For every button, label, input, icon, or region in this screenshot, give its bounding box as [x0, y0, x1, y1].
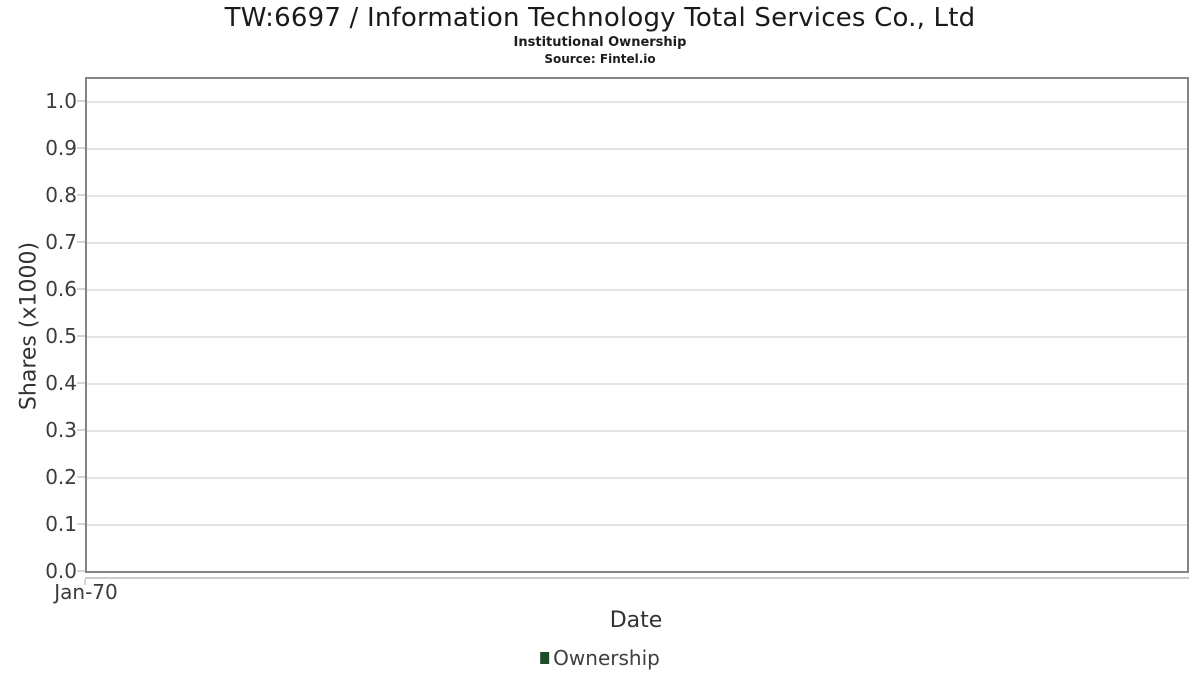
x-axis-tick-label: Jan-70 [54, 580, 118, 604]
y-tick-mark [77, 194, 85, 196]
chart-source: Source: Fintel.io [544, 52, 656, 66]
y-tick-mark [77, 100, 85, 102]
y-tick-mark [77, 476, 85, 478]
gridline [87, 148, 1187, 150]
y-tick-mark [77, 429, 85, 431]
gridline [87, 289, 1187, 291]
y-axis-tick-label: 0.0 [45, 559, 77, 583]
y-tick-mark [77, 570, 85, 572]
gridline [87, 101, 1187, 103]
x-axis-line [85, 577, 1189, 579]
gridline [87, 477, 1187, 479]
y-axis-tick-label: 0.7 [45, 230, 77, 254]
y-tick-mark [77, 523, 85, 525]
gridline [87, 383, 1187, 385]
legend-marker-icon [540, 652, 550, 664]
y-tick-mark [77, 288, 85, 290]
gridline [87, 336, 1187, 338]
legend-label: Ownership [553, 646, 660, 670]
y-axis-tick-label: 0.9 [45, 136, 77, 160]
y-tick-mark [77, 382, 85, 384]
y-tick-mark [77, 335, 85, 337]
y-tick-mark [77, 147, 85, 149]
y-axis-tick-label: 0.8 [45, 183, 77, 207]
y-axis-title: Shares (x1000) [16, 241, 42, 411]
plot-area [85, 77, 1189, 573]
gridline [87, 524, 1187, 526]
x-axis-title: Date [609, 608, 663, 633]
chart-subtitle: Institutional Ownership [513, 35, 687, 50]
gridline [87, 430, 1187, 432]
y-axis-tick-label: 0.4 [45, 371, 77, 395]
y-tick-mark [77, 241, 85, 243]
y-axis-tick-label: 0.5 [45, 324, 77, 348]
legend-item-ownership[interactable]: Ownership [540, 646, 660, 670]
y-axis-tick-label: 0.3 [45, 418, 77, 442]
gridline [87, 195, 1187, 197]
y-axis-tick-label: 0.2 [45, 465, 77, 489]
x-tick-mark [84, 579, 86, 585]
y-axis-tick-label: 1.0 [45, 89, 77, 113]
y-axis-tick-label: 0.6 [45, 277, 77, 301]
gridline [87, 242, 1187, 244]
chart-title: TW:6697 / Information Technology Total S… [224, 3, 976, 33]
y-axis-tick-label: 0.1 [45, 512, 77, 536]
